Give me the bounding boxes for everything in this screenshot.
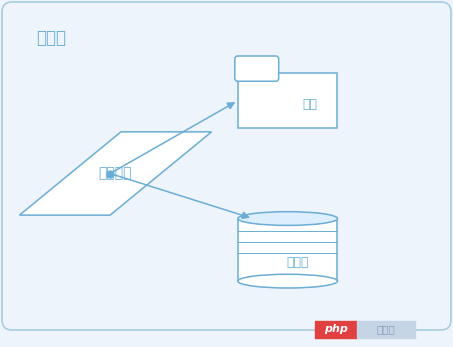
Bar	[357, 321, 415, 338]
Text: 数据库: 数据库	[286, 256, 309, 269]
FancyBboxPatch shape	[235, 56, 279, 81]
Ellipse shape	[238, 212, 337, 226]
Text: 文件: 文件	[303, 98, 318, 111]
Bar	[239, 72, 275, 75]
Bar	[238, 219, 337, 281]
Text: 应用程序: 应用程序	[99, 167, 132, 180]
Text: 服务器: 服务器	[36, 29, 66, 47]
Ellipse shape	[238, 274, 337, 288]
Text: php: php	[324, 324, 348, 335]
Polygon shape	[19, 132, 212, 215]
Bar	[238, 73, 337, 128]
Text: 中文网: 中文网	[376, 324, 395, 335]
FancyBboxPatch shape	[2, 2, 451, 330]
Bar	[315, 321, 357, 338]
